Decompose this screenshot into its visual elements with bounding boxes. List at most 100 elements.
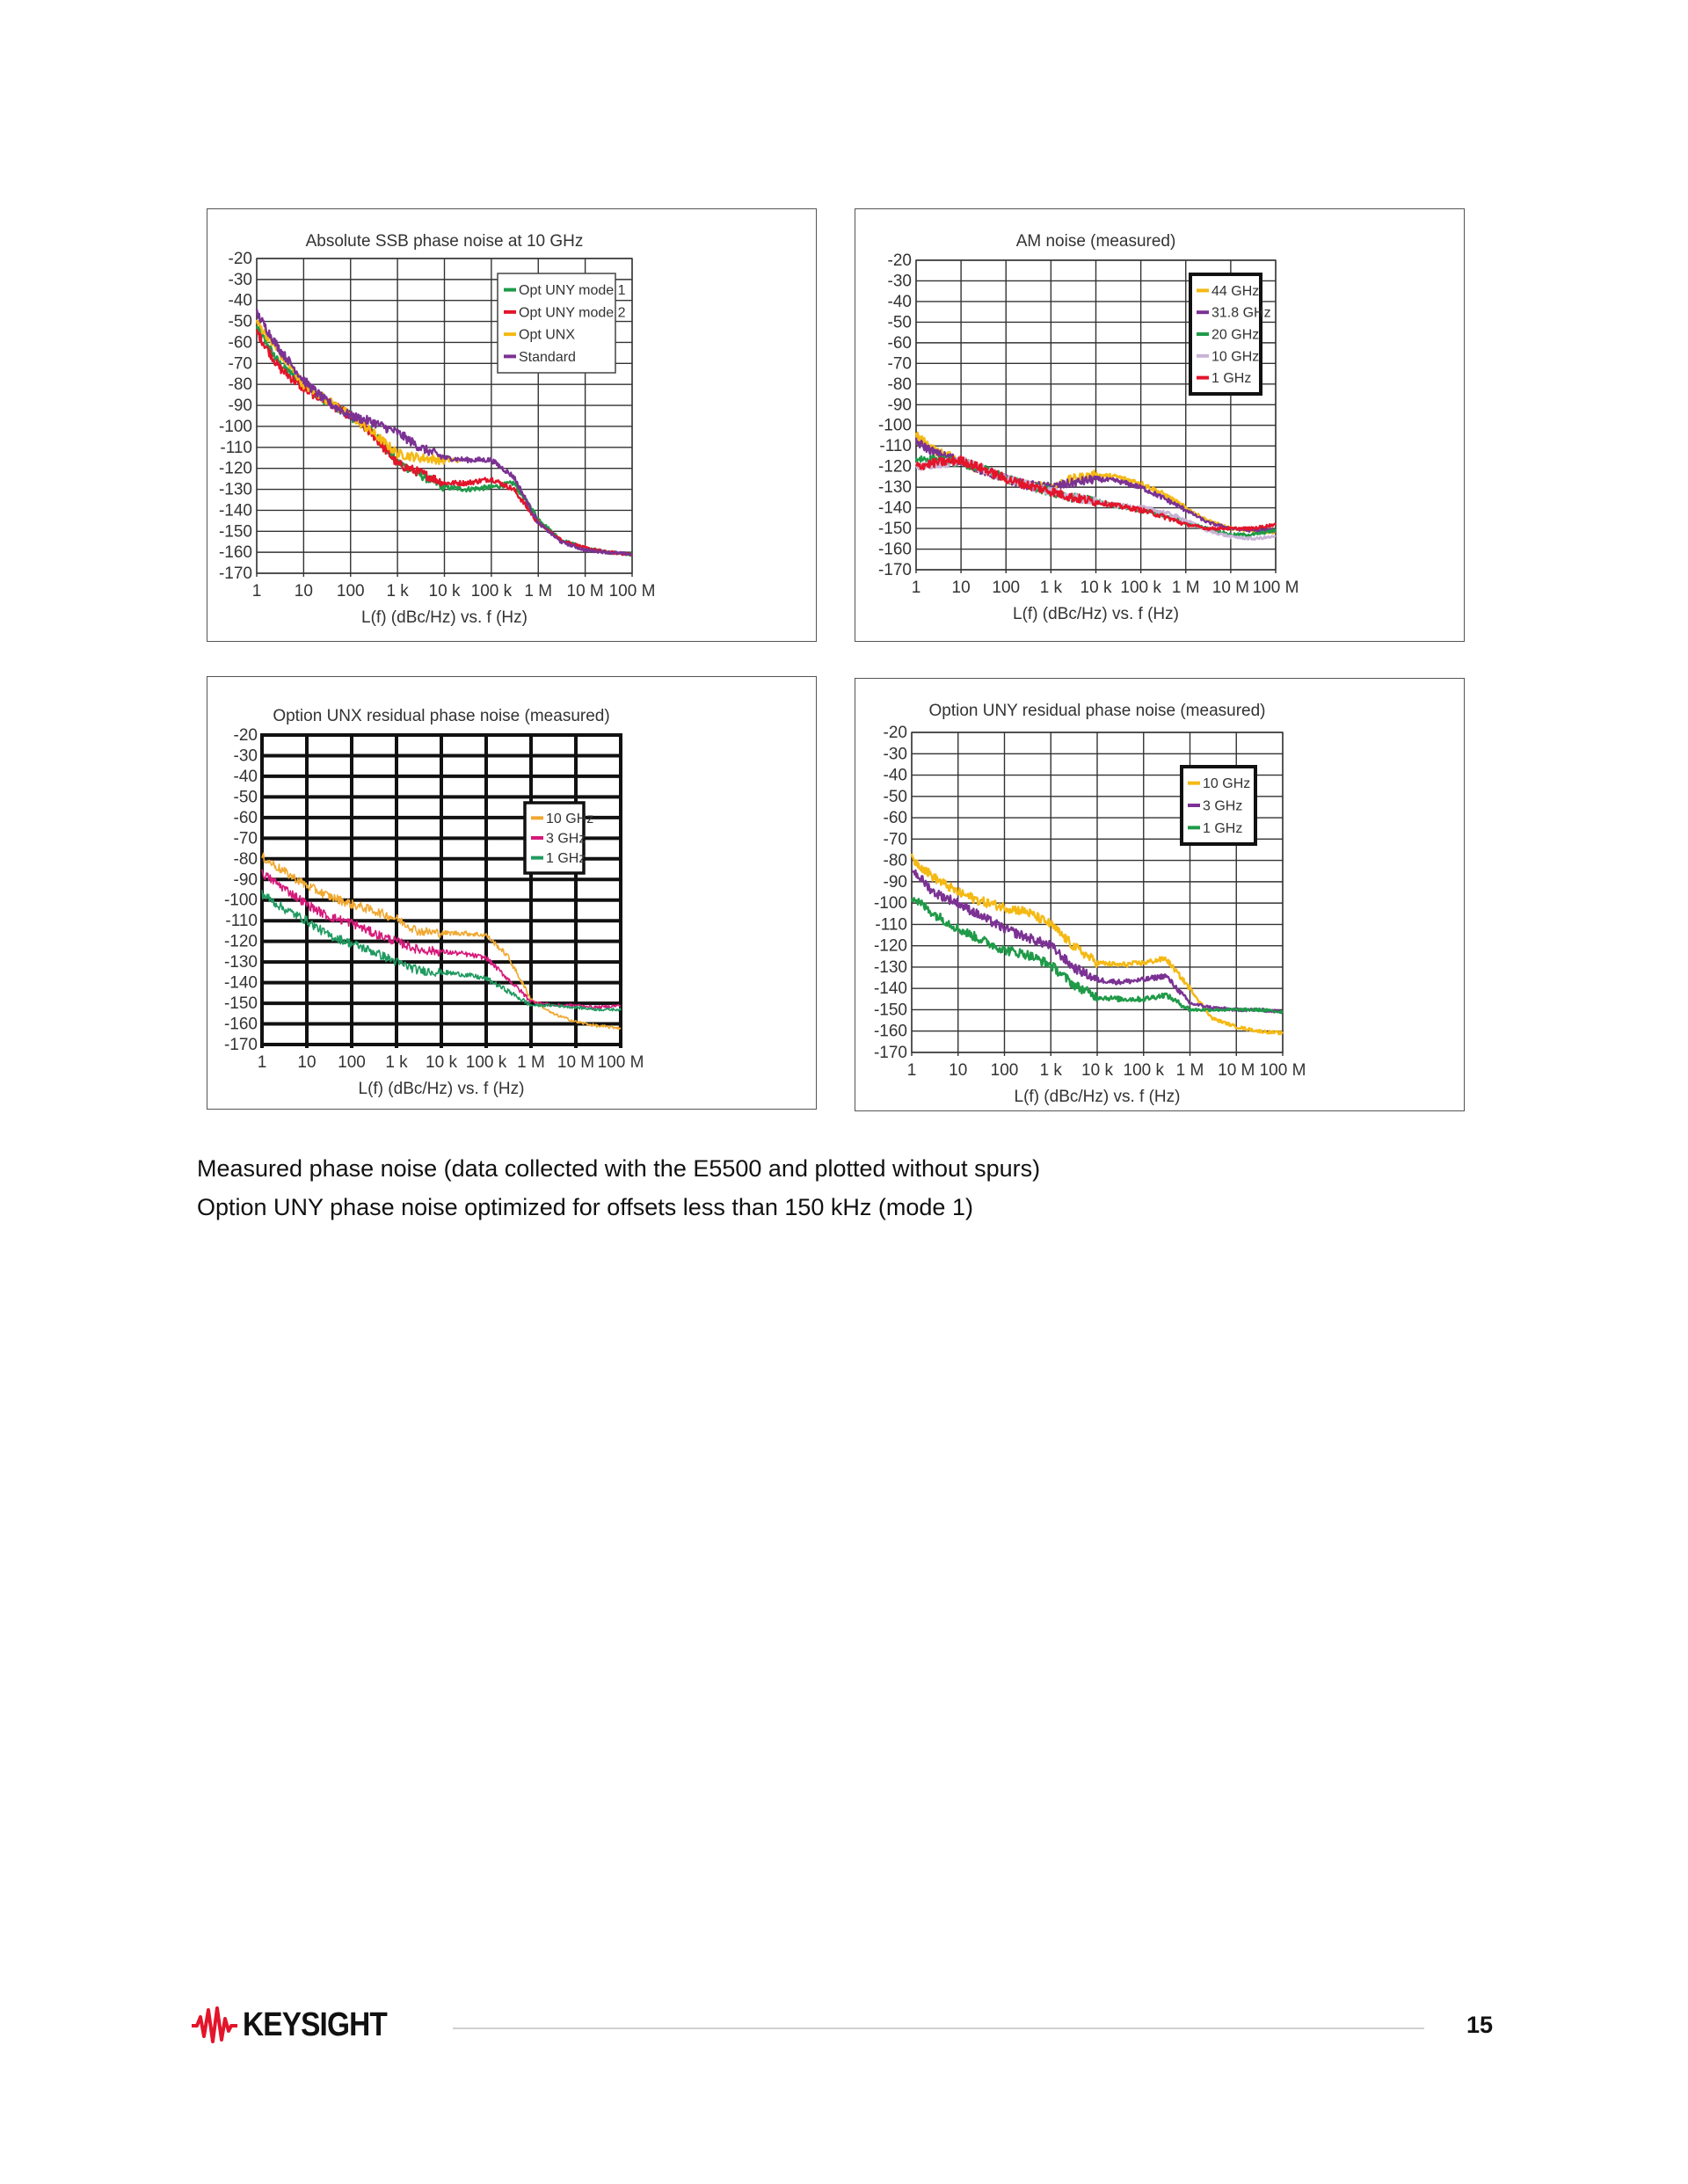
legend-label: 31.8 GHz <box>1211 306 1271 321</box>
y-tick-label: -40 <box>234 768 258 786</box>
y-tick-label: -50 <box>229 313 252 331</box>
x-tick-label: 1 <box>252 582 262 601</box>
y-tick-label: -160 <box>224 1016 258 1034</box>
series-line-10-ghz <box>261 852 622 1030</box>
y-tick-label: -170 <box>224 1036 258 1054</box>
footer-divider <box>453 2027 1424 2029</box>
x-tick-label: 1 k <box>385 1053 408 1072</box>
y-tick-label: -70 <box>888 354 912 373</box>
y-tick-label: -160 <box>878 541 912 559</box>
legend-label: 1 GHz <box>546 851 586 866</box>
x-tick-label: 100 <box>992 579 1020 597</box>
series-line-standard <box>255 309 633 557</box>
y-tick-label: -70 <box>884 830 907 848</box>
chart-panel-uny-residual-phase-noise: Option UNY residual phase noise (measure… <box>855 678 1465 1111</box>
y-tick-label: -130 <box>224 953 258 972</box>
x-tick-label: 1 M <box>517 1053 545 1072</box>
x-tick-label: 10 k <box>1081 1061 1113 1080</box>
y-tick-label: -50 <box>884 788 907 806</box>
y-tick-label: -90 <box>229 397 252 415</box>
legend-box <box>497 273 616 374</box>
chart-panel-am-noise: AM noise (measured) -20 -30 -40 -50 -60 -70 -80… <box>855 208 1465 642</box>
legend-label: Standard <box>519 350 576 365</box>
x-tick-label: 1 M <box>524 582 552 601</box>
y-tick-label: -20 <box>884 724 907 742</box>
page-number: 15 <box>1466 2012 1494 2038</box>
series-line-1-ghz <box>261 890 622 1012</box>
chart-panel-unx-residual-phase-noise: Option UNX residual phase noise (measure… <box>207 676 817 1110</box>
chart-absolute-ssb-phase-noise: Absolute SSB phase noise at 10 GHz -20 -30… <box>219 232 655 627</box>
y-tick-label: -110 <box>225 912 258 930</box>
y-tick-label: -100 <box>224 892 258 910</box>
x-tick-label: 10 <box>295 582 313 601</box>
y-tick-label: -140 <box>219 501 252 520</box>
y-tick-label: -130 <box>878 478 912 497</box>
y-tick-label: -170 <box>878 561 912 579</box>
x-tick-label: 100 k <box>1124 1061 1165 1080</box>
y-tick-label: -100 <box>874 894 907 913</box>
series-line-opt-unx <box>255 319 460 465</box>
x-axis-label: L(f) (dBc/Hz) vs. f (Hz) <box>361 608 528 627</box>
y-tick-label: -30 <box>884 745 907 763</box>
x-axis-label: L(f) (dBc/Hz) vs. f (Hz) <box>1013 605 1179 623</box>
y-tick-label: -170 <box>874 1044 907 1062</box>
x-tick-label: 10 <box>949 1061 967 1080</box>
y-tick-label: -120 <box>224 933 258 951</box>
y-tick-label: -60 <box>229 333 252 352</box>
y-tick-label: -150 <box>874 1001 907 1019</box>
y-tick-label: -20 <box>229 250 252 268</box>
legend-label: 10 GHz <box>1203 776 1250 791</box>
legend-label: 10 GHz <box>546 812 593 826</box>
legend-label: 10 GHz <box>1211 349 1259 364</box>
x-tick-label: 10 M <box>1212 579 1249 597</box>
y-tick-label: -150 <box>878 520 912 538</box>
y-tick-label: -100 <box>878 417 912 435</box>
legend-label: 1 GHz <box>1203 821 1242 836</box>
figure-caption: Measured phase noise (data collected wit… <box>197 1155 1041 1182</box>
y-tick-label: -40 <box>888 293 912 311</box>
y-tick-label: -140 <box>224 974 258 993</box>
chart-panel-absolute-ssb-phase-noise: Absolute SSB phase noise at 10 GHz -20 -30… <box>207 208 817 642</box>
y-tick-label: -70 <box>234 829 258 848</box>
legend-label: Opt UNY mode 2 <box>519 305 626 320</box>
y-tick-label: -120 <box>219 460 252 478</box>
plot-frame <box>911 732 1284 1053</box>
y-tick-label: -150 <box>219 522 252 541</box>
x-tick-label: 100 k <box>471 582 513 601</box>
x-tick-label: 1 <box>907 1061 917 1080</box>
x-tick-label: 100 <box>338 1053 366 1072</box>
chart-unx-residual-phase-noise: Option UNX residual phase noise (measure… <box>224 707 644 1098</box>
y-tick-label: -90 <box>884 873 907 892</box>
chart-title: Option UNY residual phase noise (measure… <box>928 702 1265 720</box>
series-line-1-ghz <box>915 455 1277 531</box>
y-tick-label: -30 <box>234 746 258 765</box>
series-line-10-ghz <box>910 853 1284 1036</box>
y-tick-label: -20 <box>234 726 258 745</box>
x-tick-label: 1 M <box>1172 579 1200 597</box>
y-tick-label: -60 <box>234 809 258 827</box>
y-tick-label: -160 <box>874 1023 907 1041</box>
x-tick-label: 1 k <box>386 582 409 601</box>
keysight-logo: KEYSIGHT <box>190 2005 406 2045</box>
y-tick-label: -110 <box>879 437 912 455</box>
plot-frame <box>915 259 1277 571</box>
chart-title: Option UNX residual phase noise (measure… <box>273 707 609 725</box>
legend-label: Opt UNX <box>519 328 575 343</box>
legend-label: 44 GHz <box>1211 284 1259 299</box>
x-tick-label: 1 M <box>1176 1061 1204 1080</box>
y-tick-label: -40 <box>229 292 252 310</box>
y-tick-label: -90 <box>234 870 258 889</box>
y-tick-label: -60 <box>888 334 912 353</box>
chart-title: Absolute SSB phase noise at 10 GHz <box>306 232 584 251</box>
y-tick-label: -150 <box>224 994 258 1013</box>
x-tick-label: 100 M <box>1253 579 1299 597</box>
x-tick-label: 10 M <box>557 1053 594 1072</box>
y-tick-label: -50 <box>234 788 258 806</box>
y-tick-label: -120 <box>878 458 912 477</box>
x-axis-label: L(f) (dBc/Hz) vs. f (Hz) <box>359 1080 525 1098</box>
y-tick-label: -40 <box>884 767 907 785</box>
figure-caption-note: Option UNY phase noise optimized for off… <box>197 1194 973 1220</box>
y-tick-label: -100 <box>219 418 252 436</box>
x-tick-label: 100 <box>991 1061 1019 1080</box>
x-axis-label: L(f) (dBc/Hz) vs. f (Hz) <box>1015 1088 1181 1106</box>
